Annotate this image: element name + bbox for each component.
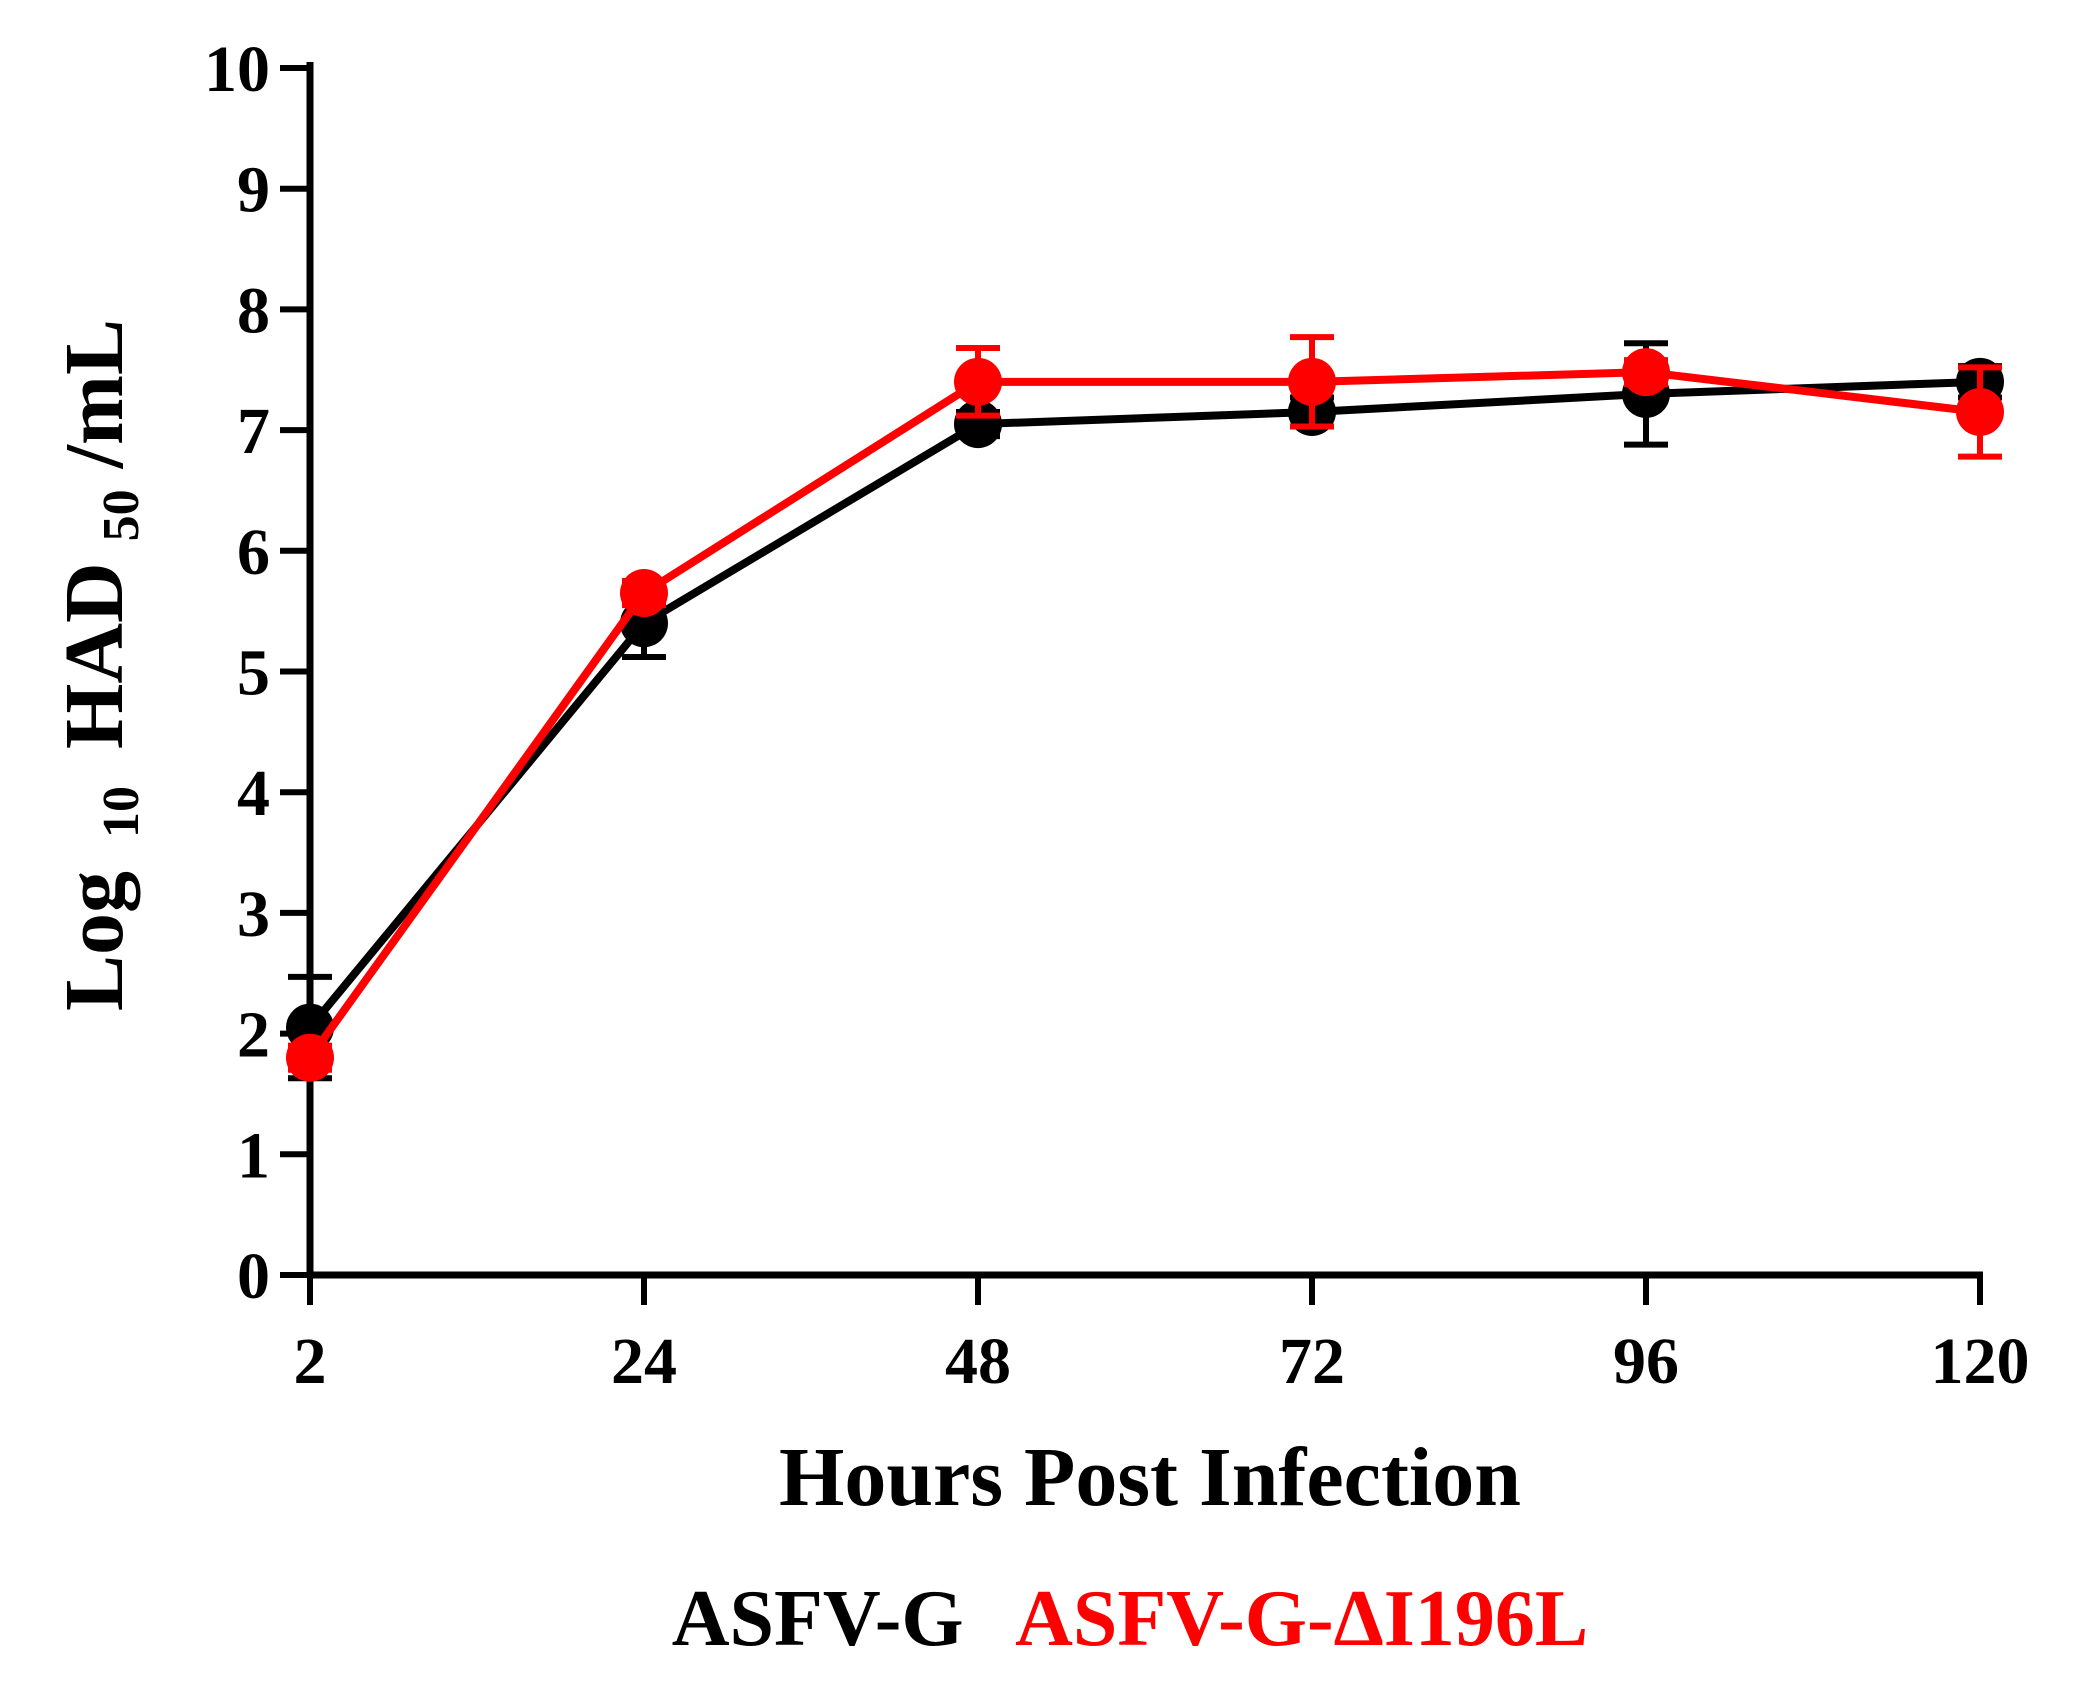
data-point bbox=[620, 569, 668, 618]
data-point bbox=[954, 400, 1002, 449]
series-1 bbox=[286, 334, 2004, 1082]
y-tick-label: 2 bbox=[237, 999, 270, 1072]
y-tick-label: 4 bbox=[237, 757, 270, 830]
series-line bbox=[306, 368, 1981, 1061]
data-point bbox=[1622, 348, 1670, 397]
data-point bbox=[286, 1033, 334, 1082]
y-tick-label: 0 bbox=[237, 1240, 270, 1313]
y-tick-label: 8 bbox=[237, 274, 270, 347]
y-axis-title: Log 10 HAD 50 /mL bbox=[48, 319, 157, 1011]
legend: ASFV-G ASFV-G-ΔI196L bbox=[672, 1575, 1589, 1663]
y-axis-title-prefix: Log bbox=[48, 871, 141, 1011]
series-layer bbox=[286, 334, 2004, 1082]
y-axis-title-suffix: /mL bbox=[48, 319, 141, 469]
legend-item-asfv-g: ASFV-G bbox=[672, 1575, 964, 1663]
y-axis-title-base: 10 bbox=[93, 786, 150, 838]
legend-item-asfv-g-delta-i196l: ASFV-G-ΔI196L bbox=[1015, 1575, 1588, 1663]
x-tick-label: 48 bbox=[945, 1325, 1011, 1398]
x-tick-label: 24 bbox=[611, 1325, 677, 1398]
y-tick-label: 1 bbox=[237, 1119, 270, 1192]
x-tick-label: 96 bbox=[1613, 1325, 1679, 1398]
y-tick-label: 6 bbox=[237, 516, 270, 589]
x-tick-label: 2 bbox=[294, 1325, 327, 1398]
data-point bbox=[954, 357, 1002, 406]
series-line bbox=[306, 377, 1981, 1031]
y-tick-label: 7 bbox=[237, 395, 270, 468]
y-axis-title-sub: 50 bbox=[93, 489, 150, 541]
x-tick-label: 72 bbox=[1279, 1325, 1345, 1398]
y-tick-label: 9 bbox=[237, 154, 270, 227]
series-0 bbox=[286, 340, 2004, 1082]
x-tick-label: 120 bbox=[1931, 1325, 2030, 1398]
data-point bbox=[1288, 357, 1336, 406]
y-tick-label: 5 bbox=[237, 637, 270, 710]
y-tick-label: 10 bbox=[204, 33, 270, 106]
y-tick-label: 3 bbox=[237, 878, 270, 951]
x-axis-title: Hours Post Infection bbox=[779, 1431, 1521, 1524]
data-point bbox=[1956, 387, 2004, 436]
axes: 0 1 2 3 4 5 6 7 8 9 10 2 24 48 72 96 120 bbox=[204, 33, 2030, 1398]
y-axis-title-mid: HAD bbox=[48, 562, 141, 749]
